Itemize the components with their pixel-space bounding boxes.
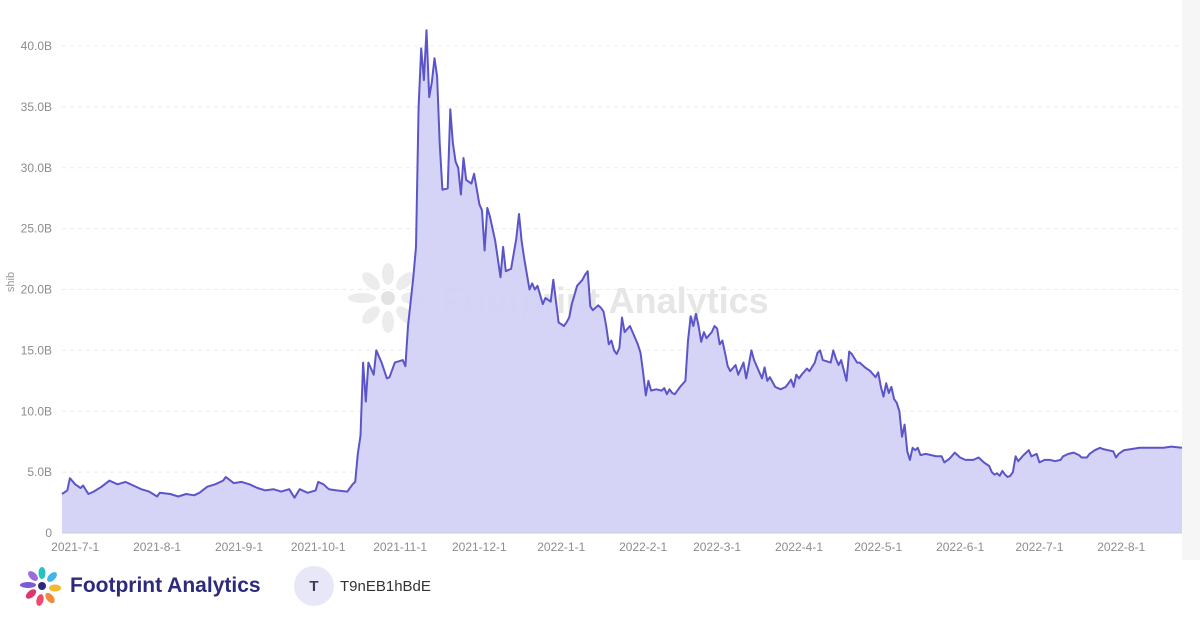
avatar[interactable]: T [294, 566, 334, 606]
x-tick-label: 2021-11-1 [373, 540, 427, 554]
y-tick-label: 20.0B [21, 283, 52, 297]
x-tick-label: 2021-8-1 [133, 540, 181, 554]
y-tick-label: 15.0B [21, 343, 52, 357]
x-tick-label: 2022-1-1 [537, 540, 585, 554]
chart-scrollbar[interactable] [1182, 0, 1200, 560]
series-line [61, 29, 1183, 499]
user-info[interactable]: T T9nEB1hBdE [294, 566, 431, 606]
y-tick-label: 40.0B [21, 39, 52, 53]
brand[interactable]: Footprint Analytics [20, 566, 261, 606]
y-tick-label: 30.0B [21, 161, 52, 175]
y-axis-ticks: 0 5.0B 10.0B 15.0B 20.0B 25.0B 30.0B 35.0B 40.0B [21, 39, 53, 540]
y-tick-label: 10.0B [21, 404, 52, 418]
x-tick-label: 2022-7-1 [1015, 540, 1063, 554]
y-tick-label: 0 [45, 526, 52, 540]
username[interactable]: T9nEB1hBdE [340, 577, 431, 595]
y-tick-label: 25.0B [21, 222, 52, 236]
x-tick-label: 2021-12-1 [452, 540, 507, 554]
x-tick-label: 2022-8-1 [1097, 540, 1145, 554]
x-tick-label: 2021-9-1 [215, 540, 263, 554]
footer: Footprint Analytics T T9nEB1hBdE [0, 560, 1200, 620]
x-tick-label: 2022-5-1 [854, 540, 902, 554]
x-tick-label: 2021-10-1 [291, 540, 346, 554]
watermark-logo-icon [348, 263, 423, 333]
x-tick-label: 2022-3-1 [693, 540, 741, 554]
y-tick-label: 35.0B [21, 100, 52, 114]
x-tick-label: 2022-2-1 [619, 540, 667, 554]
x-tick-label: 2022-4-1 [775, 540, 823, 554]
x-tick-label: 2022-6-1 [936, 540, 984, 554]
chart: Footprint Analytics 05.0B10.0B15.0B20.0B… [5, 29, 1183, 554]
y-axis-label: shib [5, 272, 17, 292]
footprint-logo-icon [20, 567, 61, 606]
series-area [62, 30, 1182, 533]
brand-name: Footprint Analytics [70, 574, 261, 597]
x-axis-ticks: 2021-7-1 2021-8-1 2021-9-1 2021-10-1 2021-11… [51, 540, 1145, 554]
y-tick-label: 5.0B [27, 465, 52, 479]
x-tick-label: 2021-7-1 [51, 540, 99, 554]
